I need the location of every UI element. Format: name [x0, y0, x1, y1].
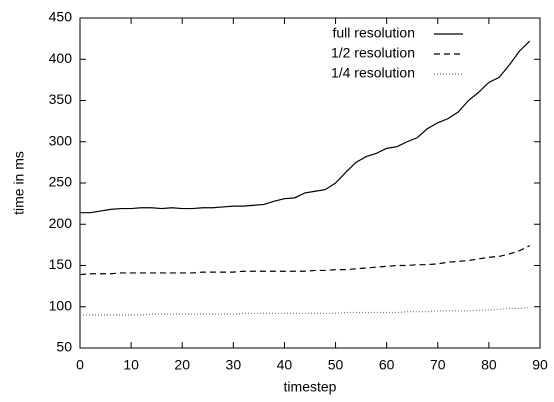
- x-tick-label: 40: [277, 357, 293, 373]
- y-tick-label: 200: [49, 215, 73, 231]
- x-tick-label: 0: [76, 357, 84, 373]
- y-tick-label: 450: [49, 9, 73, 25]
- x-tick-label: 50: [328, 357, 344, 373]
- x-axis-label: timestep: [284, 379, 337, 395]
- y-axis-label: time in ms: [11, 151, 27, 215]
- y-tick-label: 50: [56, 339, 72, 355]
- y-tick-label: 400: [49, 50, 73, 66]
- x-tick-label: 70: [430, 357, 446, 373]
- x-tick-label: 30: [226, 357, 242, 373]
- legend-label: 1/4 resolution: [331, 65, 415, 81]
- x-tick-label: 10: [123, 357, 139, 373]
- x-tick-label: 90: [532, 357, 548, 373]
- y-tick-label: 150: [49, 256, 73, 272]
- y-tick-label: 350: [49, 91, 73, 107]
- x-tick-label: 20: [174, 357, 190, 373]
- series-line: [79, 245, 531, 276]
- series-line: [80, 306, 530, 316]
- legend-label: 1/2 resolution: [331, 45, 415, 61]
- plot-frame: [79, 17, 541, 349]
- y-tick-label: 100: [49, 297, 73, 313]
- y-tick-label: 250: [49, 174, 73, 190]
- x-tick-label: 80: [481, 357, 497, 373]
- series-line: [80, 40, 531, 214]
- x-tick-label: 60: [379, 357, 395, 373]
- y-tick-label: 300: [49, 132, 73, 148]
- legend-label: full resolution: [333, 25, 416, 41]
